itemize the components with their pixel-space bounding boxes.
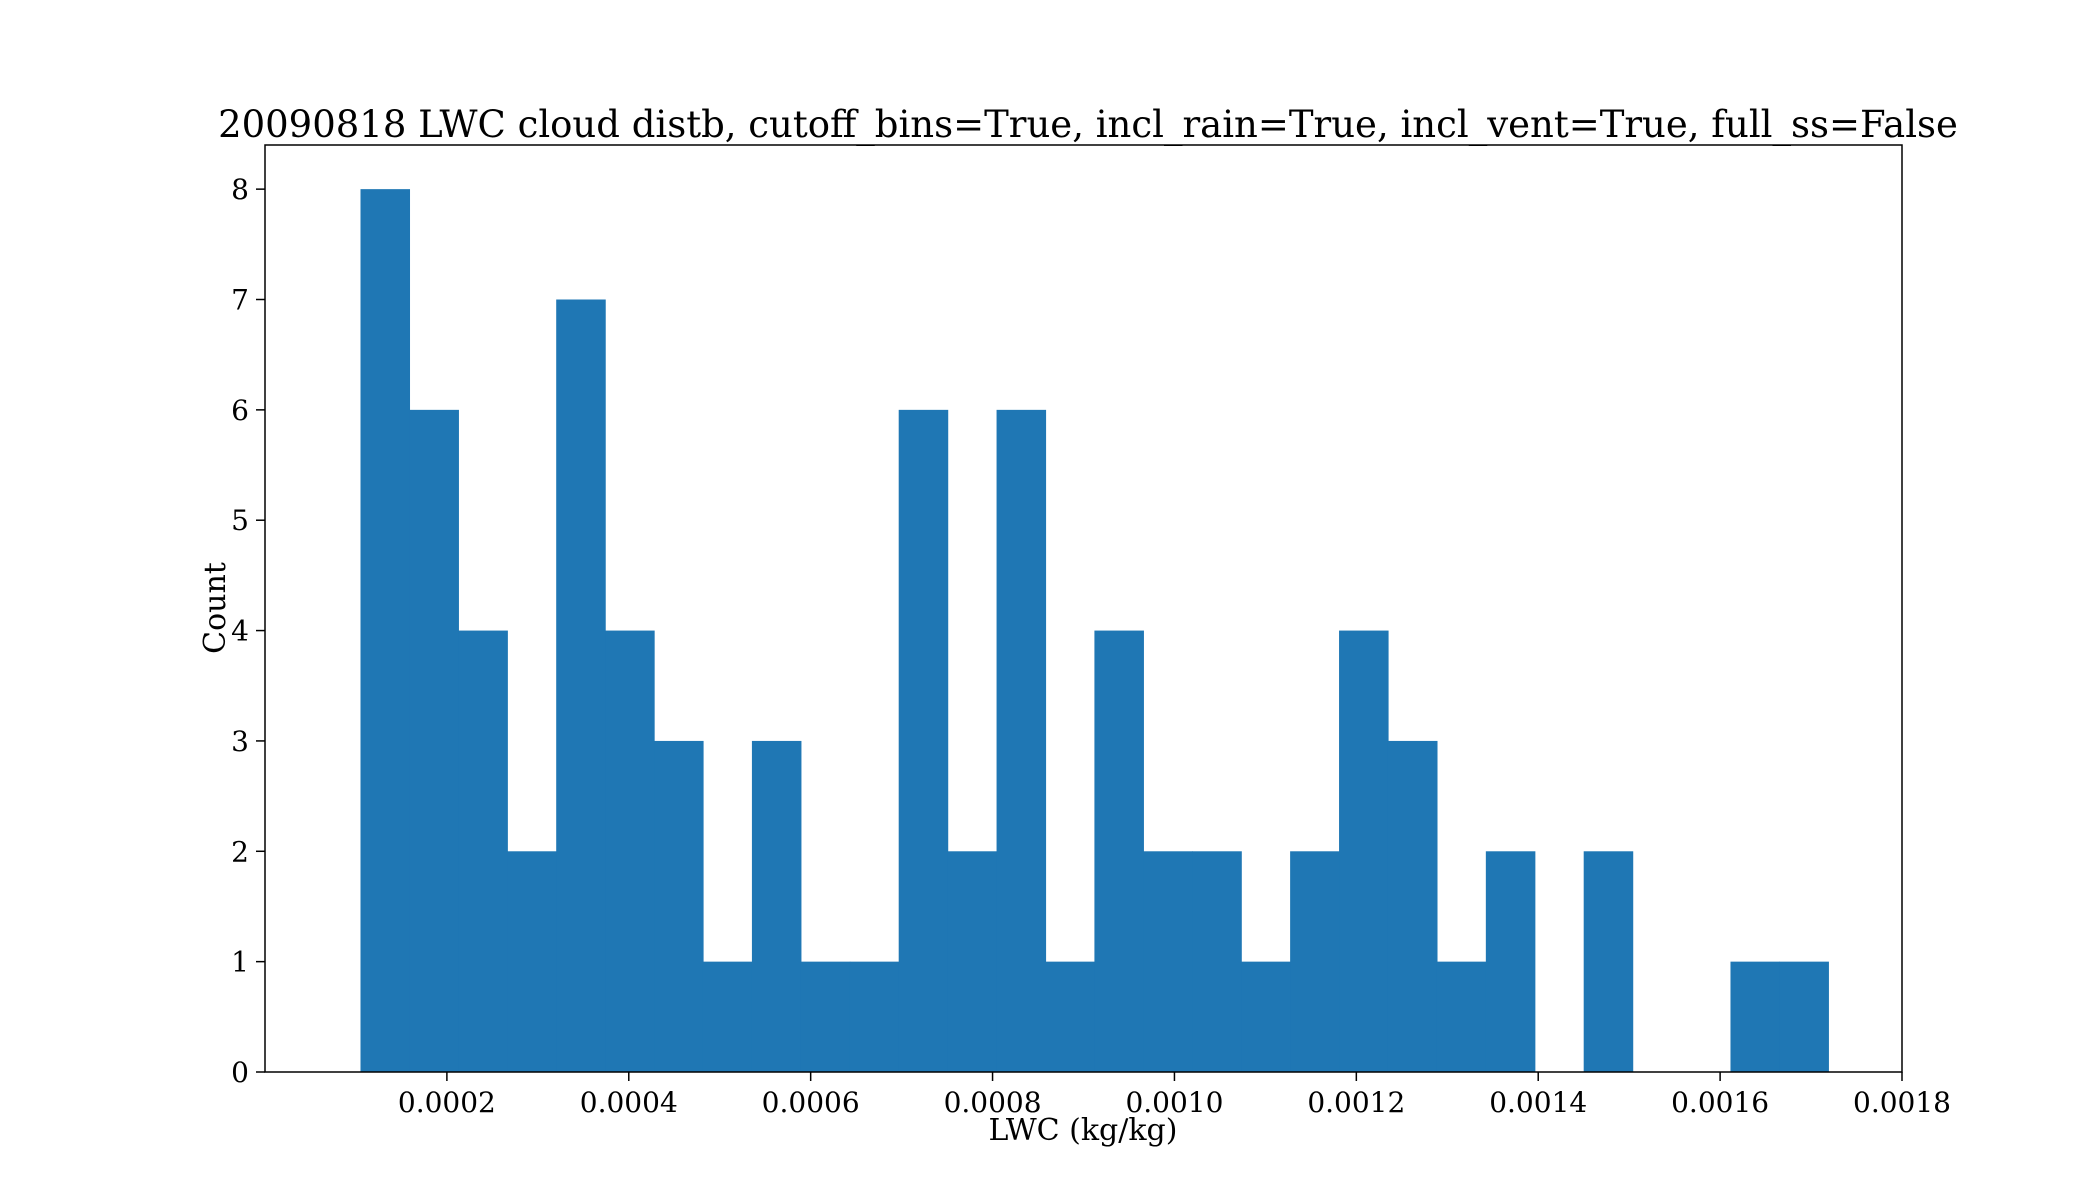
histogram-bar <box>1290 851 1340 1072</box>
histogram-bar <box>1339 630 1389 1072</box>
y-axis-ticks: 0 1 2 3 4 5 6 7 8 <box>231 173 265 1089</box>
histogram-bar <box>1779 961 1829 1072</box>
y-tick-label: 7 <box>231 284 249 317</box>
histogram-bar <box>654 740 704 1072</box>
histogram-bar <box>800 961 851 1072</box>
x-tick-label: 0.0008 <box>944 1086 1042 1119</box>
plot-frame <box>264 144 1903 1073</box>
histogram-bar <box>996 409 1047 1072</box>
y-tick-label: 6 <box>231 394 249 427</box>
x-axis-ticks: 0.0002 0.0004 0.0006 0.0008 0.0010 0.0012 0.00… <box>398 1072 1951 1119</box>
histogram-bar <box>605 630 655 1072</box>
histogram-bar <box>409 409 459 1072</box>
histogram-bar <box>751 740 802 1072</box>
histogram-bar <box>1094 630 1144 1072</box>
histogram-bar <box>947 851 998 1072</box>
histogram-bar <box>1730 961 1781 1072</box>
histogram-bar <box>1436 961 1487 1072</box>
x-tick-label: 0.0012 <box>1307 1086 1405 1119</box>
histogram-bar <box>1485 851 1536 1072</box>
histogram-bar <box>556 299 606 1072</box>
histogram-bar <box>1192 851 1242 1072</box>
chart-title: 20090818 LWC cloud distb, cutoff_bins=Tr… <box>218 103 1958 147</box>
y-tick-label: 2 <box>231 835 249 868</box>
histogram-bar <box>1387 740 1438 1072</box>
x-tick-label: 0.0010 <box>1125 1086 1223 1119</box>
histogram-bar <box>360 189 411 1073</box>
y-tick-label: 5 <box>231 504 249 537</box>
x-tick-label: 0.0004 <box>580 1086 678 1119</box>
histogram-bar <box>702 961 753 1072</box>
x-tick-label: 0.0014 <box>1489 1086 1587 1119</box>
histogram-bar <box>1583 851 1634 1072</box>
y-tick-label: 1 <box>231 946 249 979</box>
histogram-bar <box>507 851 557 1072</box>
y-tick-label: 8 <box>231 173 249 206</box>
x-tick-label: 0.0016 <box>1671 1086 1769 1119</box>
histogram-bar <box>898 409 949 1072</box>
x-tick-label: 0.0006 <box>762 1086 860 1119</box>
bars-group <box>360 189 1829 1073</box>
histogram-bar <box>458 630 508 1072</box>
histogram-bar <box>1143 851 1193 1072</box>
y-tick-label: 0 <box>231 1056 249 1089</box>
histogram-bar <box>1045 961 1096 1072</box>
histogram-bar <box>1241 961 1291 1072</box>
x-tick-label: 0.0018 <box>1853 1086 1951 1119</box>
y-tick-label: 4 <box>231 615 249 648</box>
x-tick-label: 0.0002 <box>398 1086 496 1119</box>
histogram-bar <box>849 961 900 1072</box>
y-axis-label: Count <box>198 562 233 654</box>
x-axis-label: LWC (kg/kg) <box>989 1113 1178 1148</box>
y-tick-label: 3 <box>231 725 249 758</box>
